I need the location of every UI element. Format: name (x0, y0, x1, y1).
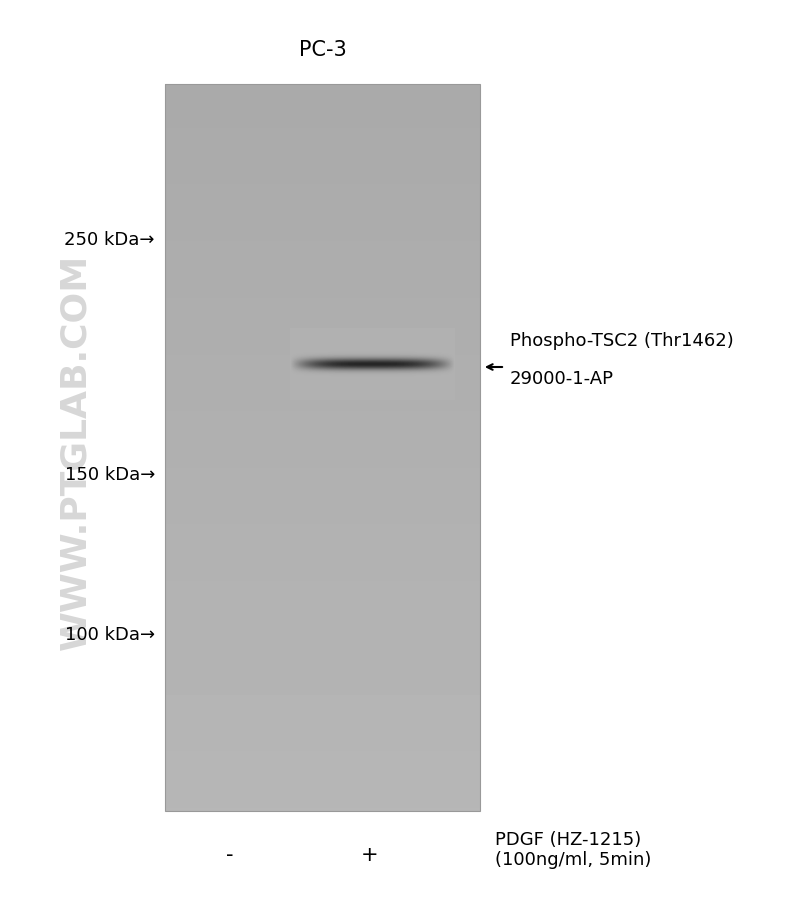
Text: (100ng/ml, 5min): (100ng/ml, 5min) (495, 850, 651, 868)
Text: 150 kDa→: 150 kDa→ (65, 465, 155, 483)
Text: +: + (361, 844, 379, 864)
Text: Phospho-TSC2 (Thr1462): Phospho-TSC2 (Thr1462) (510, 332, 734, 350)
Text: 250 kDa→: 250 kDa→ (65, 231, 155, 249)
Text: 29000-1-AP: 29000-1-AP (510, 370, 614, 388)
Text: PC-3: PC-3 (298, 40, 346, 60)
Text: -: - (226, 844, 234, 864)
Bar (165, 85, 480, 811)
Text: 100 kDa→: 100 kDa→ (65, 625, 155, 643)
Text: PDGF (HZ-1215): PDGF (HZ-1215) (495, 830, 642, 848)
Text: WWW.PTGLAB.COM: WWW.PTGLAB.COM (58, 253, 92, 649)
